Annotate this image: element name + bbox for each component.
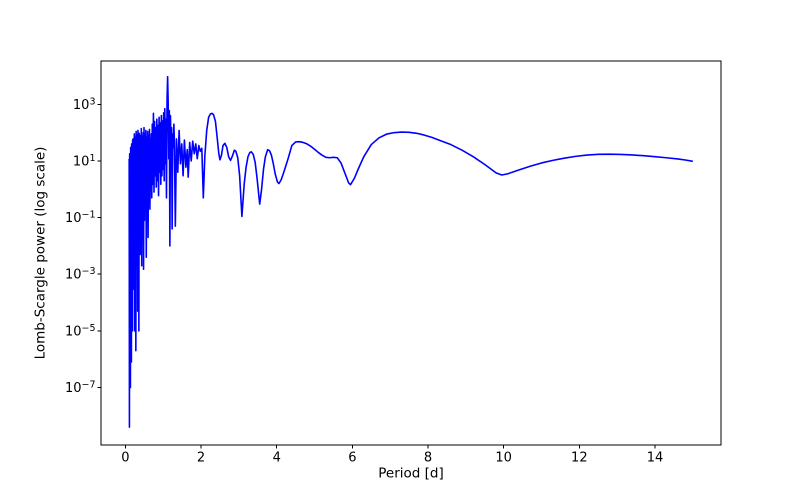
power-curve-line xyxy=(128,75,693,428)
y-axis-ticks: 103 101 10−1 10−3 10−5 10−7 xyxy=(65,96,101,396)
plot-frame xyxy=(100,60,722,446)
y-tick-label: 10−7 xyxy=(65,380,96,397)
x-axis-label: Period [d] xyxy=(378,466,444,482)
y-tick-label: 10−3 xyxy=(65,266,96,283)
x-tick-label: 10 xyxy=(495,451,512,466)
y-axis-label: Lomb-Scargle power (log scale) xyxy=(33,147,49,360)
y-tick-label: 101 xyxy=(73,153,96,170)
x-tick-label: 8 xyxy=(424,451,432,466)
x-tick-label: 14 xyxy=(647,451,664,466)
y-tick-label: 10−1 xyxy=(65,210,96,227)
y-tick-label: 103 xyxy=(73,96,96,113)
x-tick-label: 2 xyxy=(197,451,205,466)
y-tick-label: 10−5 xyxy=(65,323,96,340)
x-tick-label: 4 xyxy=(273,451,281,466)
x-tick-label: 0 xyxy=(121,451,129,466)
x-axis-ticks: 0 2 4 6 8 10 12 14 xyxy=(121,445,663,466)
x-tick-label: 6 xyxy=(348,451,356,466)
x-tick-label: 12 xyxy=(571,451,588,466)
